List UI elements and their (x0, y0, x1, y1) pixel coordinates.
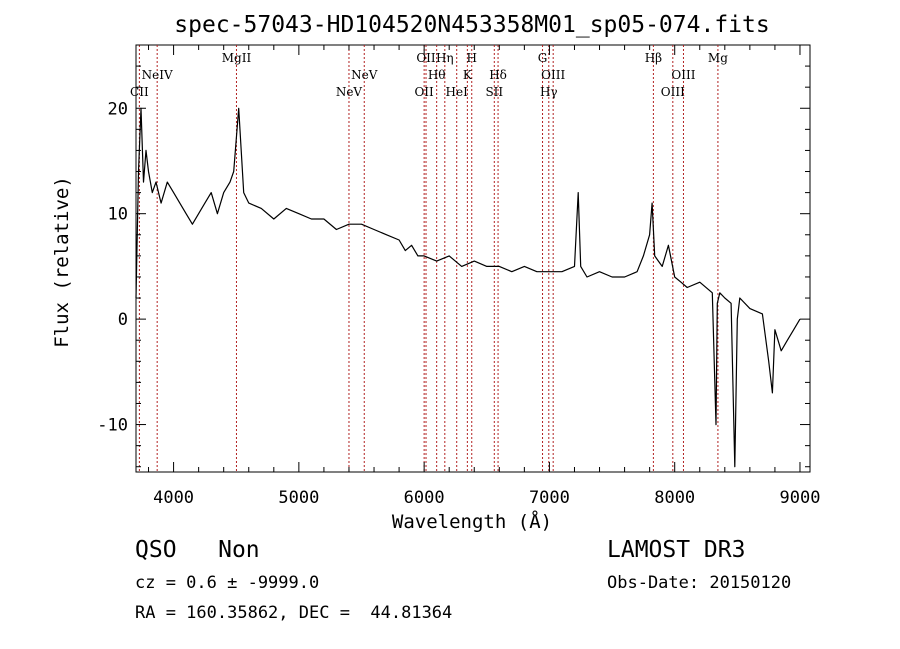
emission-line-label: H (467, 51, 477, 65)
axis-ticks (136, 44, 810, 472)
emission-line-label: Hθ (428, 68, 446, 82)
survey-label: LAMOST DR3 (607, 537, 746, 563)
emission-line-label: CII (130, 85, 149, 99)
x-tick-label: 4000 (153, 488, 194, 508)
emission-line-label: Hη (436, 51, 454, 65)
spectral-class: QSO Non (135, 537, 260, 563)
observation-date: Obs-Date: 20150120 (607, 573, 792, 593)
redshift-text: cz = 0.6 ± -9999.0 (135, 573, 320, 593)
class-label: QSO (135, 537, 177, 563)
spectrum-line (135, 107, 801, 468)
emission-line-label: G (538, 51, 548, 65)
emission-line-label: HeI (446, 85, 469, 99)
y-axis-label: Flux (relative) (51, 176, 73, 348)
emission-line-label: NeV (336, 85, 363, 99)
emission-line-label: OIII (541, 68, 565, 82)
x-tick-label: 9000 (780, 488, 821, 508)
subclass-label: Non (218, 537, 260, 563)
coordinates-text: RA = 160.35862, DEC = 44.81364 (135, 603, 453, 623)
tick-labels: 4000 5000 6000 7000 8000 9000 -10 0 10 20 (97, 99, 820, 508)
emission-line-label: OII (416, 51, 436, 65)
emission-line-label: OIII (661, 85, 685, 99)
emission-line-label: SII (485, 85, 503, 99)
emission-line-label: K (463, 68, 473, 82)
x-tick-label: 5000 (278, 488, 319, 508)
y-tick-label: -10 (97, 416, 128, 436)
plot-frame (135, 44, 811, 473)
emission-line-label: Mg (708, 51, 728, 65)
emission-line-label: OII (414, 85, 434, 99)
y-tick-label: 0 (118, 310, 128, 330)
emission-line-label: Hγ (540, 85, 558, 99)
emission-line-label: NeV (351, 68, 378, 82)
chart-title: spec-57043-HD104520N453358M01_sp05-074.f… (174, 12, 769, 38)
emission-line-label: Hβ (645, 51, 662, 65)
y-tick-label: 20 (108, 99, 128, 119)
x-tick-label: 6000 (404, 488, 445, 508)
x-tick-label: 8000 (654, 488, 695, 508)
emission-line-labels: CII NeIV MgII NeV NeV OII OII Hθ Hη HeI KH SII Hδ G Hγ… (130, 51, 728, 99)
x-axis-label: Wavelength (Å) (392, 510, 552, 533)
emission-line-label: OIII (671, 68, 695, 82)
x-tick-label: 7000 (529, 488, 570, 508)
emission-line-label: MgII (222, 51, 252, 65)
emission-lines (138, 45, 719, 472)
emission-line-label: Hδ (489, 68, 507, 82)
emission-line-label: NeIV (142, 68, 173, 82)
y-tick-label: 10 (108, 205, 128, 225)
